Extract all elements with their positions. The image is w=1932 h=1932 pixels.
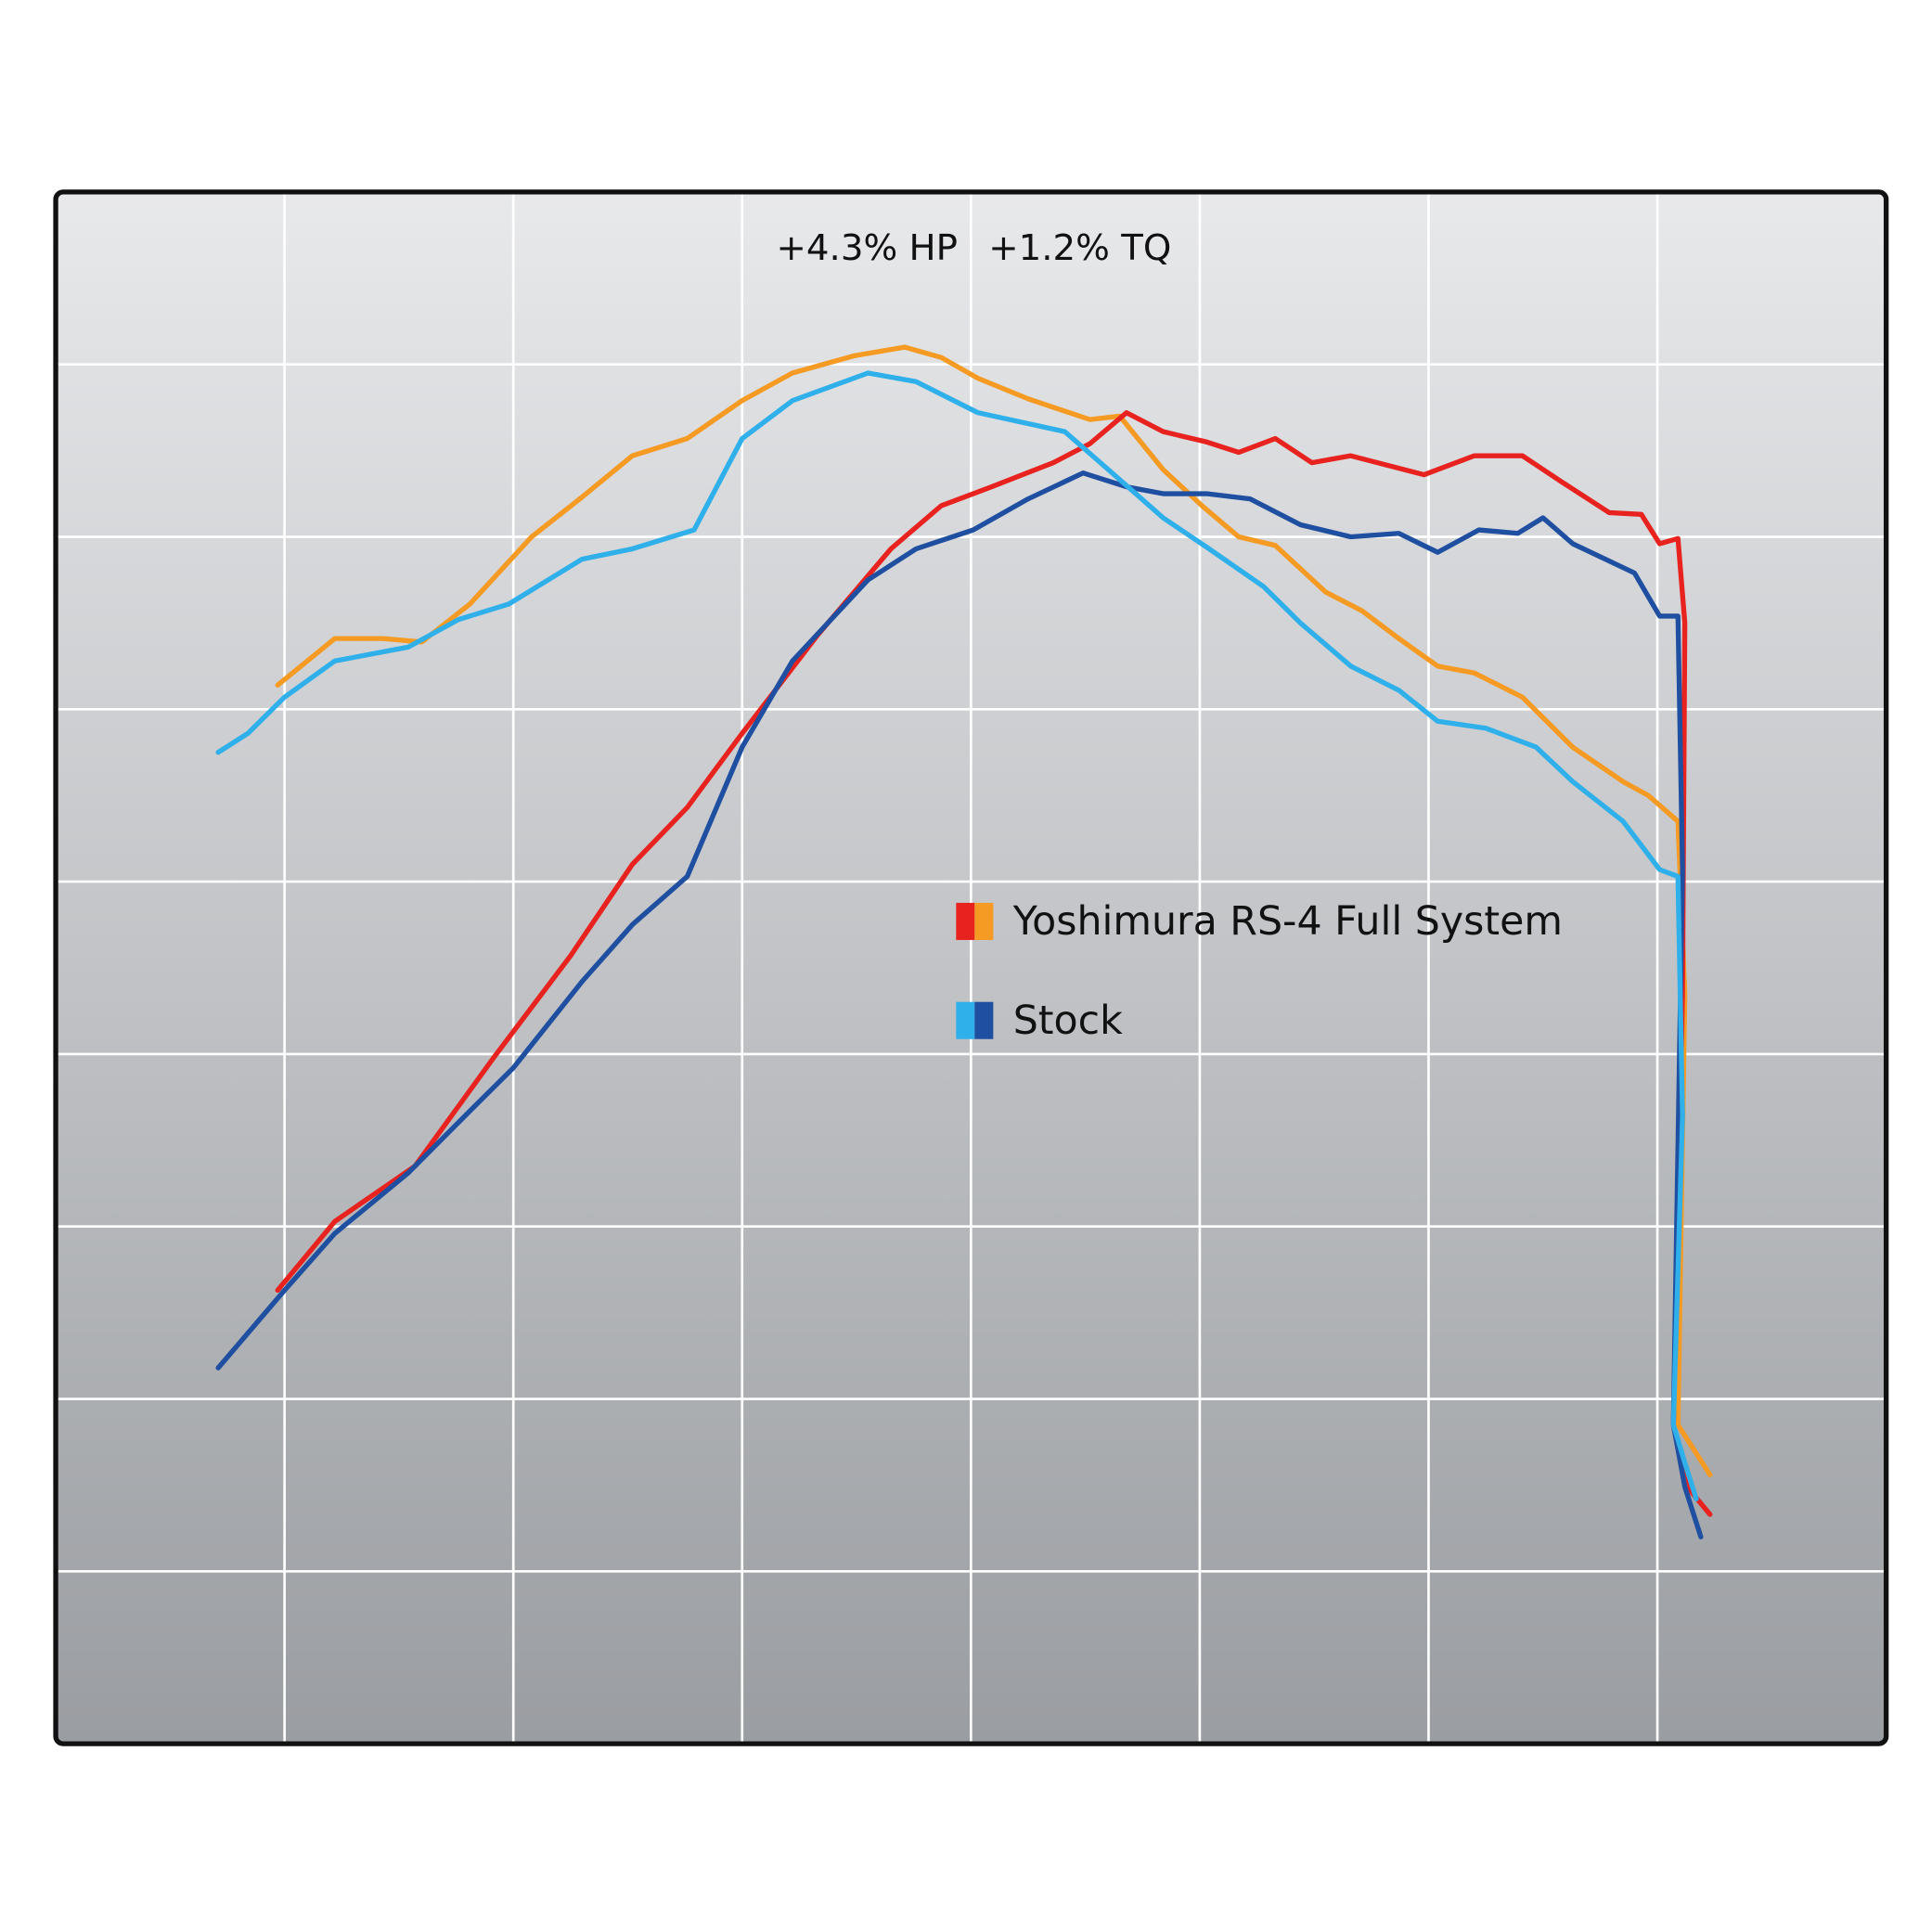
legend-label: Stock [1013,998,1123,1044]
legend-swatch [974,1001,994,1039]
annotation: +1.2% TQ [988,227,1171,269]
annotation: +4.3% HP [777,227,958,269]
series-line [275,410,1713,1517]
series-line [215,370,1699,1501]
legend-swatch [956,1001,975,1039]
legend-label: Yoshimura RS-4 Full System [1012,898,1563,945]
grid [56,191,1887,1745]
lines [215,344,1713,1539]
legend-swatch [974,902,994,940]
series-line [215,470,1704,1539]
legend-swatch [956,902,975,940]
plot-border [53,189,1889,1746]
legend: Yoshimura RS-4 Full System Stock [956,898,1563,1044]
